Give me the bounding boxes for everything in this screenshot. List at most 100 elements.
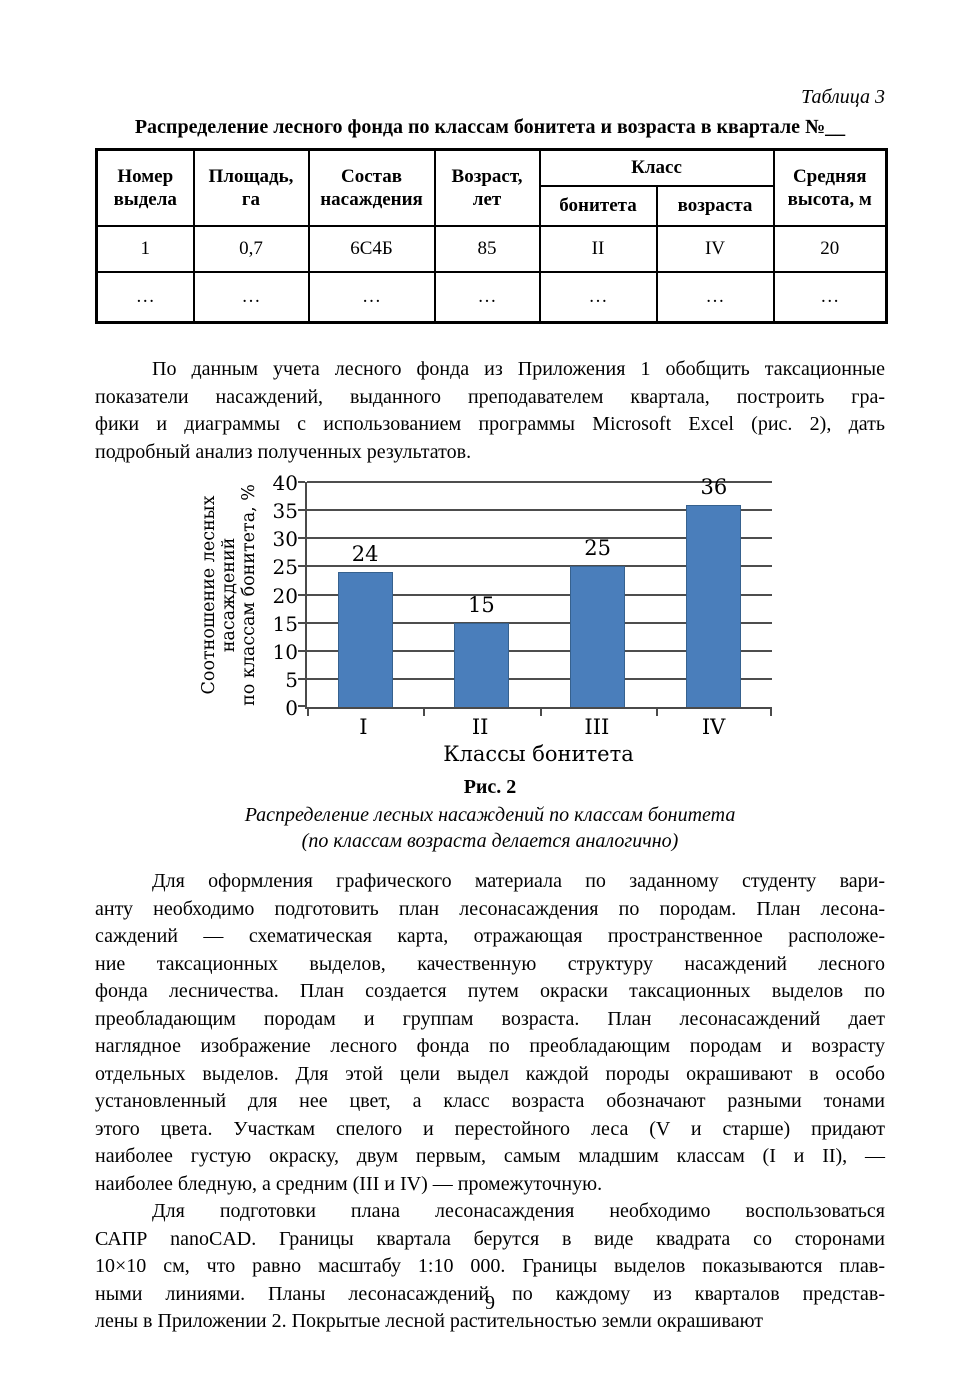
table-cell: … (192, 271, 310, 324)
text-line: (по классам возраста делается аналогично… (301, 830, 679, 852)
paragraph-nanocad: Для подготовки плана лесонасаждения необ… (95, 1198, 885, 1336)
paragraph-plan: Для оформления графического материала по… (95, 868, 885, 1198)
col-header-area: Площадь, га (192, 148, 310, 227)
table-cell: 6С4Б (307, 225, 436, 273)
table-cell: 20 (772, 225, 888, 273)
gridline (307, 593, 772, 596)
table-cell: II (538, 225, 658, 273)
text-line: саждений — схематическая карта, отражающ… (95, 925, 885, 947)
y-tick-mark (298, 677, 305, 680)
table-cell: 0,7 (192, 225, 310, 273)
bar-value-label: 15 (468, 592, 495, 617)
gridline (307, 509, 772, 512)
table-cell: IV (655, 225, 775, 273)
y-tick-label: 5 (285, 667, 298, 692)
text-line: показатели насаждений, выданного препода… (95, 385, 885, 408)
table-cell: … (655, 271, 775, 324)
col-header-vydel-number: Номер выдела (95, 148, 195, 227)
text-line: подробный анализ полученных результатов. (95, 440, 472, 463)
x-tick-mark (423, 709, 426, 716)
page-content: Таблица 3 Распределение лесного фонда по… (95, 0, 888, 1336)
y-axis-title-area: Соотношение лесных насаждений по классам… (199, 482, 261, 707)
y-tick-mark (298, 481, 305, 483)
y-tick-mark (298, 509, 305, 512)
forest-fund-table: Номер выдела Площадь, га Состав насажден… (95, 148, 888, 324)
text-line: Для подготовки плана лесонасаждения необ… (152, 1200, 885, 1222)
text-line: наиболее густую окраску, двум первым, са… (95, 1145, 885, 1167)
text-line: лены в Приложении 2. Покрытые лесной рас… (95, 1310, 763, 1332)
table-cell: … (95, 271, 195, 324)
table-row: 1 0,7 6С4Б 85 II IV 20 (95, 225, 888, 273)
text-line: ными линиями. Планы лесонасаждений по ка… (95, 1282, 885, 1305)
gridline (307, 481, 772, 483)
x-category-label: II (471, 715, 489, 739)
col-header-vozrast: возраста (655, 185, 775, 227)
y-tick-label: 15 (272, 611, 298, 636)
text-line: САПР nanoCAD. Границы квартала берутся в… (95, 1227, 885, 1250)
figure-caption: Распределение лесных насаждений по класс… (95, 802, 885, 854)
y-tick-mark (298, 537, 305, 540)
col-header-composition: Состав насаждения (307, 148, 436, 227)
text-line: установленный для нее цвет, а класс возр… (95, 1090, 885, 1112)
text-line: Для оформления графического материала по… (152, 870, 885, 892)
x-axis-title: Классы бонитета (443, 742, 634, 766)
text-line: фики и диаграммы с использованием програ… (95, 413, 885, 435)
col-header-class-group: Класс (538, 148, 775, 187)
text-line: Распределение лесных насаждений по класс… (244, 804, 736, 826)
text-line: анту необходимо подготовить план лесонас… (95, 897, 885, 920)
x-category-label: III (584, 715, 610, 739)
table-number-label: Таблица 3 (801, 86, 885, 108)
text-line: наглядное изображение лесного фонда по п… (95, 1035, 885, 1057)
x-axis-labels: I II III IV (305, 715, 772, 739)
text-line: преобладающим породам и группам возраста… (95, 1007, 885, 1030)
text-line: наиболее бледную, а средним (III и IV) —… (95, 1172, 603, 1195)
x-tick-mark (770, 709, 772, 716)
y-tick-mark (298, 621, 305, 624)
bar-III (570, 566, 626, 707)
text-line: фонда лесничества. План создается путем … (95, 980, 885, 1002)
table-cell: … (307, 271, 436, 324)
gridline (307, 565, 772, 568)
y-tick-mark (298, 593, 305, 596)
text-line: этого цвета. Участкам спелого и перестой… (95, 1117, 885, 1140)
bar-chart: Соотношение лесных насаждений по классам… (199, 471, 774, 766)
bar-IV (686, 504, 742, 707)
bar-I (337, 572, 393, 707)
y-axis-title: Соотношение лесных насаждений по классам… (199, 483, 259, 706)
table-title: Распределение лесного фонда по классам б… (134, 116, 846, 138)
y-tick-label: 0 (285, 696, 298, 720)
text-line: ние таксационных выделов, качественную с… (95, 952, 885, 975)
plot-area: 24 15 25 36 (298, 475, 772, 716)
y-tick-label: 30 (272, 527, 298, 552)
y-tick-label: 20 (272, 583, 298, 608)
table-cell: 85 (433, 225, 541, 273)
bar-value-label: 25 (584, 536, 611, 561)
y-tick-mark (298, 649, 305, 652)
gridline (307, 537, 772, 540)
y-tick-label: 10 (272, 639, 298, 664)
x-category-label: IV (701, 715, 726, 739)
x-category-label: I (359, 715, 368, 739)
text-line: отдельных выделов. Для этой цели выдел к… (95, 1062, 885, 1085)
y-tick-mark (298, 705, 305, 707)
y-tick-label: 25 (272, 555, 298, 580)
text-line: 10×10 см, что равно масштабу 1:10 000. Г… (95, 1255, 885, 1277)
y-tick-label: 40 (272, 471, 298, 495)
y-tick-label: 35 (272, 499, 298, 524)
x-tick-mark (655, 709, 658, 716)
col-header-age: Возраст, лет (433, 148, 541, 227)
paragraph-intro: По данным учета лесного фонда из Приложе… (95, 356, 885, 466)
table-row-ellipsis: … … … … … … … (95, 271, 888, 324)
bar-II (453, 622, 509, 707)
bar-value-label: 24 (351, 542, 379, 566)
y-axis-ticks: 0 5 10 15 20 25 30 35 40 (261, 471, 305, 720)
gridline (307, 649, 772, 652)
text-line: По данным учета лесного фонда из Приложе… (152, 358, 885, 380)
x-tick-mark (307, 709, 309, 716)
table-cell: … (433, 271, 541, 324)
table-cell: … (772, 271, 888, 324)
gridline (307, 621, 772, 624)
col-header-bonitet: бонитета (538, 185, 658, 227)
table-cell: … (538, 271, 658, 324)
